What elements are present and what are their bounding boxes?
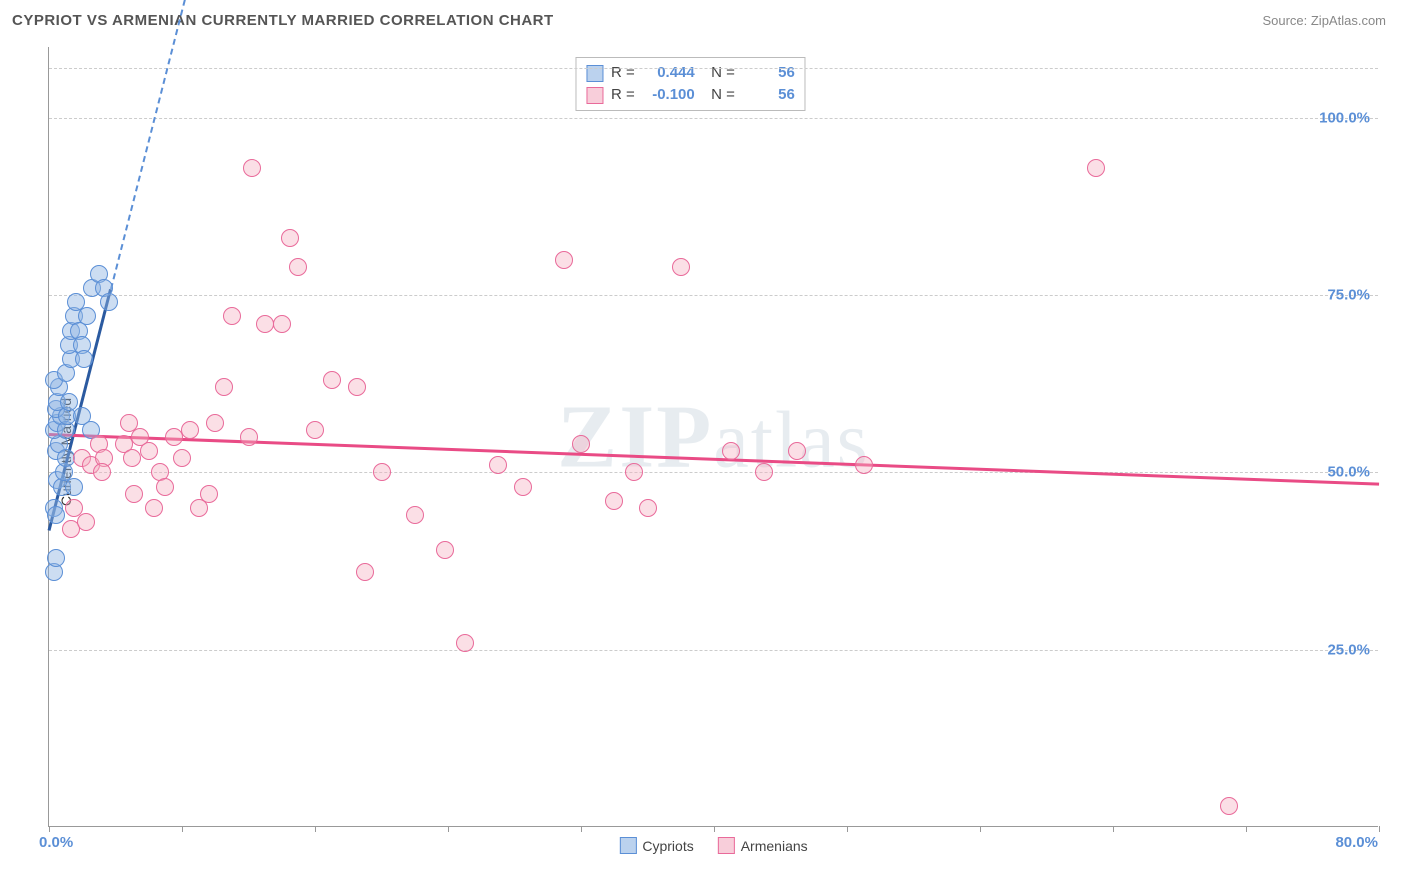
bottom-legend: Cypriots Armenians (619, 837, 807, 854)
legend-swatch (619, 837, 636, 854)
data-point (215, 378, 233, 396)
y-tick-label: 25.0% (1327, 641, 1370, 658)
data-point (489, 456, 507, 474)
stat-n-label: N = (703, 84, 735, 106)
data-point (65, 478, 83, 496)
chart-source: Source: ZipAtlas.com (1262, 13, 1386, 28)
legend-label: Cypriots (642, 838, 693, 854)
data-point (306, 421, 324, 439)
data-point (181, 421, 199, 439)
data-point (755, 463, 773, 481)
data-point (75, 350, 93, 368)
y-tick-label: 100.0% (1319, 109, 1370, 126)
x-max-label: 80.0% (1335, 834, 1378, 851)
stats-row: R = 0.444 N = 56 (586, 62, 795, 84)
data-point (57, 449, 75, 467)
data-point (256, 315, 274, 333)
data-point (200, 485, 218, 503)
data-point (625, 463, 643, 481)
stat-r-value: -0.100 (643, 84, 695, 106)
stats-row: R = -0.100 N = 56 (586, 84, 795, 106)
data-point (140, 442, 158, 460)
data-point (436, 541, 454, 559)
data-point (165, 428, 183, 446)
x-tick (714, 826, 715, 832)
x-tick (448, 826, 449, 832)
stat-r-label: R = (611, 62, 635, 84)
data-point (240, 428, 258, 446)
stat-r-value: 0.444 (643, 62, 695, 84)
data-point (406, 506, 424, 524)
x-tick (1113, 826, 1114, 832)
x-tick (1246, 826, 1247, 832)
stat-n-value: 56 (743, 62, 795, 84)
gridline (49, 650, 1378, 651)
data-point (514, 478, 532, 496)
trendline (110, 0, 233, 289)
data-point (123, 449, 141, 467)
data-point (348, 378, 366, 396)
data-point (323, 371, 341, 389)
data-point (173, 449, 191, 467)
data-point (356, 563, 374, 581)
correlation-stats-box: R = 0.444 N = 56 R = -0.100 N = 56 (575, 57, 806, 111)
data-point (47, 549, 65, 567)
x-tick (847, 826, 848, 832)
data-point (77, 513, 95, 531)
data-point (572, 435, 590, 453)
x-tick (182, 826, 183, 832)
data-point (289, 258, 307, 276)
x-tick (49, 826, 50, 832)
chart-container: Currently Married ZIPatlas 0.0% 80.0% R … (0, 37, 1406, 867)
chart-title: CYPRIOT VS ARMENIAN CURRENTLY MARRIED CO… (12, 12, 554, 29)
data-point (47, 506, 65, 524)
x-tick (581, 826, 582, 832)
legend-swatch (586, 65, 603, 82)
data-point (1220, 797, 1238, 815)
gridline (49, 295, 1378, 296)
data-point (100, 293, 118, 311)
gridline (49, 472, 1378, 473)
legend-item: Cypriots (619, 837, 693, 854)
data-point (555, 251, 573, 269)
data-point (788, 442, 806, 460)
data-point (855, 456, 873, 474)
data-point (273, 315, 291, 333)
stat-n-label: N = (703, 62, 735, 84)
data-point (78, 307, 96, 325)
data-point (1087, 159, 1105, 177)
data-point (722, 442, 740, 460)
data-point (93, 463, 111, 481)
data-point (456, 634, 474, 652)
data-point (281, 229, 299, 247)
data-point (373, 463, 391, 481)
stat-r-label: R = (611, 84, 635, 106)
legend-swatch (718, 837, 735, 854)
legend-item: Armenians (718, 837, 808, 854)
y-tick-label: 50.0% (1327, 464, 1370, 481)
data-point (145, 499, 163, 517)
data-point (125, 485, 143, 503)
x-tick (315, 826, 316, 832)
data-point (243, 159, 261, 177)
gridline (49, 118, 1378, 119)
data-point (605, 492, 623, 510)
data-point (60, 393, 78, 411)
data-point (206, 414, 224, 432)
x-tick (980, 826, 981, 832)
gridline (49, 68, 1378, 69)
legend-label: Armenians (741, 838, 808, 854)
x-min-label: 0.0% (39, 834, 73, 851)
plot-area: ZIPatlas 0.0% 80.0% R =0.444 N =56R =-0.… (48, 47, 1378, 827)
legend-swatch (586, 87, 603, 104)
chart-header: CYPRIOT VS ARMENIAN CURRENTLY MARRIED CO… (0, 0, 1406, 37)
data-point (156, 478, 174, 496)
stat-n-value: 56 (743, 84, 795, 106)
data-point (672, 258, 690, 276)
data-point (223, 307, 241, 325)
y-tick-label: 75.0% (1327, 287, 1370, 304)
data-point (639, 499, 657, 517)
x-tick (1379, 826, 1380, 832)
